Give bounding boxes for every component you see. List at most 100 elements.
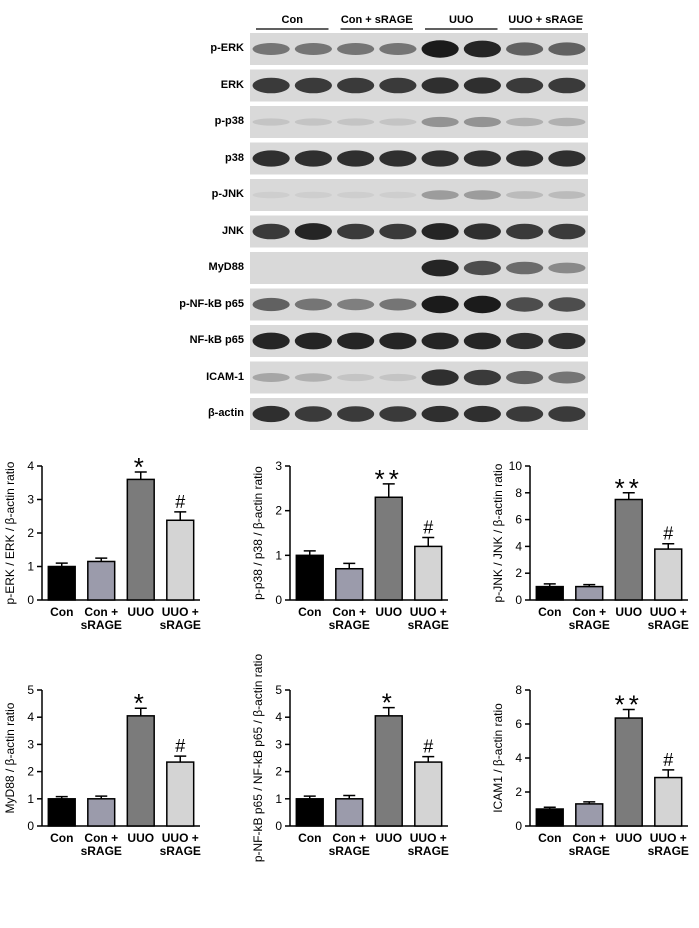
band <box>421 405 459 423</box>
band <box>421 116 459 128</box>
band <box>337 77 375 94</box>
blot-row-label: MyD88 <box>208 261 244 273</box>
band <box>506 223 544 240</box>
y-tick-label: 4 <box>27 710 34 724</box>
band <box>252 118 290 126</box>
error-bar <box>55 562 68 567</box>
y-tick-label: 5 <box>275 683 282 697</box>
error-bar <box>543 806 556 809</box>
y-tick-label: 2 <box>275 765 282 779</box>
band <box>421 77 459 94</box>
error-bar <box>343 794 356 799</box>
band <box>421 223 459 240</box>
x-tick-label: UUO <box>375 605 403 619</box>
y-tick-label: 6 <box>515 513 522 527</box>
band <box>252 150 290 167</box>
y-tick-label: 0 <box>275 819 282 833</box>
y-tick-label: 10 <box>509 459 523 473</box>
band <box>252 332 290 350</box>
error-bar <box>303 550 316 556</box>
band <box>337 150 375 167</box>
band <box>337 223 375 240</box>
band <box>548 223 586 240</box>
band <box>294 298 332 311</box>
bar <box>126 715 155 827</box>
band <box>252 373 290 382</box>
x-tick-label: UUO + sRAGE <box>407 831 449 858</box>
x-tick-label: Con <box>298 831 322 845</box>
significance-marker: ** <box>615 473 643 503</box>
y-tick-label: 1 <box>27 792 34 806</box>
y-axis-label: p-ERK / ERK / β-actin ratio <box>3 461 17 604</box>
blot-row-label: p-p38 <box>214 115 244 127</box>
significance-marker: * <box>134 452 148 482</box>
y-axis-label: p-p38 / p38 / β-actin ratio <box>251 466 265 600</box>
x-tick-label: UUO <box>615 605 643 619</box>
y-tick-label: 2 <box>27 765 34 779</box>
y-tick-label: 0 <box>515 819 522 833</box>
group-label: Con + sRAGE <box>340 14 413 26</box>
error-bar <box>422 755 435 763</box>
y-tick-label: 1 <box>275 548 282 562</box>
y-tick-label: 1 <box>27 560 34 574</box>
band <box>379 406 417 422</box>
band <box>548 117 586 127</box>
band <box>337 118 375 126</box>
band <box>506 191 544 199</box>
band <box>463 260 501 276</box>
y-tick-label: 8 <box>515 683 522 697</box>
band <box>294 43 332 55</box>
significance-marker: # <box>663 524 673 544</box>
x-tick-label: Con + sRAGE <box>568 831 610 858</box>
bar <box>47 565 76 601</box>
bar <box>654 548 683 601</box>
band <box>337 191 375 199</box>
band <box>252 223 290 240</box>
band <box>463 150 501 167</box>
x-tick-label: UUO + sRAGE <box>407 605 449 632</box>
group-label: Con <box>281 14 303 26</box>
x-tick-label: Con <box>298 605 322 619</box>
bar <box>295 554 324 601</box>
y-axis-label: MyD88 / β-actin ratio <box>3 702 17 813</box>
band <box>421 259 459 277</box>
y-tick-label: 3 <box>275 459 282 473</box>
band <box>506 297 544 312</box>
band <box>548 332 586 350</box>
band <box>548 150 586 167</box>
x-tick-label: UUO + sRAGE <box>159 831 201 858</box>
error-bar <box>303 795 316 799</box>
error-bar <box>174 511 187 521</box>
y-tick-label: 8 <box>515 486 522 500</box>
band <box>379 150 417 167</box>
band <box>379 223 417 240</box>
band <box>506 370 544 385</box>
blot-row-label: p-JNK <box>211 188 244 200</box>
y-tick-label: 4 <box>515 539 522 553</box>
band <box>294 406 332 422</box>
y-tick-label: 4 <box>515 751 522 765</box>
band <box>337 373 375 382</box>
band <box>506 150 544 167</box>
band <box>379 77 417 94</box>
error-bar <box>95 557 108 562</box>
error-bar <box>622 708 635 719</box>
bar <box>166 519 195 601</box>
significance-marker: ** <box>375 464 403 494</box>
band <box>463 116 501 128</box>
band <box>294 373 332 382</box>
x-tick-label: Con <box>50 831 74 845</box>
band <box>379 43 417 55</box>
significance-marker: # <box>423 517 433 537</box>
band <box>548 262 586 274</box>
band <box>421 295 459 314</box>
band <box>379 118 417 126</box>
y-tick-label: 5 <box>27 683 34 697</box>
band <box>252 297 290 312</box>
error-bar <box>422 536 435 547</box>
band <box>463 369 501 386</box>
band <box>463 295 501 314</box>
significance-marker: # <box>175 492 185 512</box>
significance-marker: * <box>134 688 148 718</box>
band <box>548 406 586 422</box>
